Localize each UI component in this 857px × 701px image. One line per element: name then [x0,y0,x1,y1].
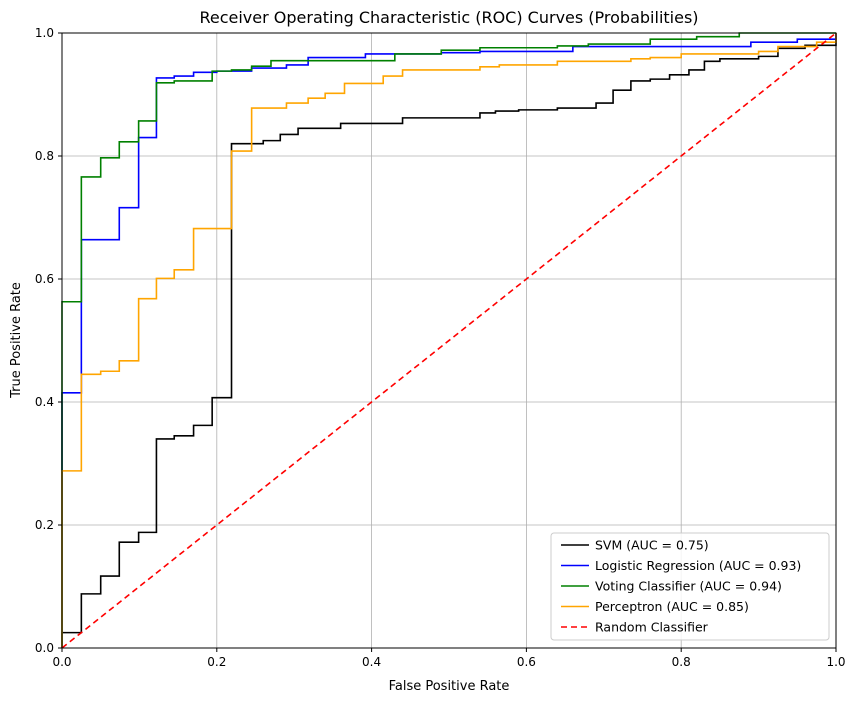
legend: SVM (AUC = 0.75) Logistic Regression (AUC… [550,532,830,641]
axis-ticks: 0.0 0.2 0.4 0.6 0.8 1.0 0.0 0.2 0.4 0.6 0.8 1.0 [35,26,846,669]
plot-frame [61,32,837,649]
grid [61,32,837,649]
series-line-svm [61,33,837,648]
y-axis-title: True Positive Rate [9,282,24,399]
legend-box [550,532,830,641]
series-line-voting [61,32,836,648]
y-tick-label: 1.0 [35,26,54,40]
x-tick-label: 0.0 [52,655,71,669]
legend-label: Perceptron (AUC = 0.85) [595,599,749,614]
x-axis-title: False Positive Rate [389,679,510,694]
y-tick-label: 0.4 [35,395,54,409]
y-tick-label: 0.0 [35,641,54,655]
x-tick-label: 1.0 [826,655,845,669]
x-tick-label: 0.2 [207,655,226,669]
series-layer [61,32,837,649]
y-tick-label: 0.8 [35,149,54,163]
y-tick-label: 0.6 [35,272,54,286]
x-tick-label: 0.4 [362,655,381,669]
x-tick-label: 0.6 [517,655,536,669]
chart-title: Receiver Operating Characteristic (ROC) … [199,8,698,27]
x-tick-label: 0.8 [672,655,691,669]
series-line-perceptron [61,33,837,648]
series-line-random [61,32,837,649]
y-tick-label: 0.2 [35,518,54,532]
legend-label: SVM (AUC = 0.75) [595,538,709,553]
legend-label: Random Classifier [595,620,709,635]
legend-label: Logistic Regression (AUC = 0.93) [595,558,801,573]
series-line-logistic [61,33,837,648]
legend-label: Voting Classifier (AUC = 0.94) [595,579,782,594]
